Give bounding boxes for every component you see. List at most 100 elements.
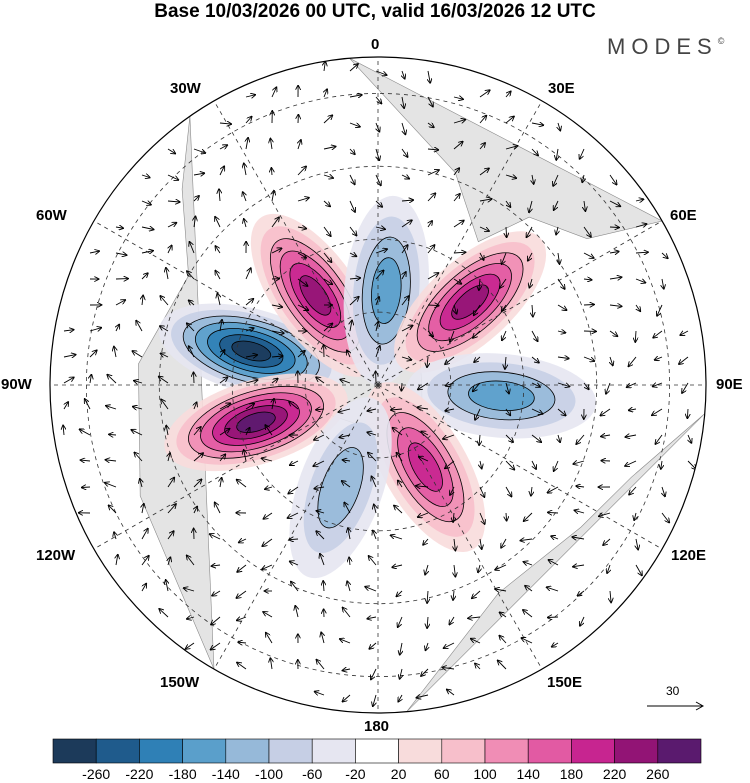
wind-arrow [85, 399, 91, 410]
wind-arrow [271, 87, 276, 98]
wind-arrow [245, 299, 253, 306]
wind-arrow [427, 305, 439, 306]
wind-arrow [194, 402, 197, 410]
wind-arrow [478, 564, 480, 572]
colorbar-swatch [52, 738, 97, 764]
wind-arrow [160, 296, 169, 306]
wind-arrow [289, 402, 299, 410]
wind-arrow [219, 123, 231, 124]
wind-arrow [454, 564, 455, 577]
wind-arrow [661, 512, 669, 523]
wind-arrow [219, 166, 224, 176]
wind-arrow [271, 331, 284, 333]
wind-arrow [573, 565, 585, 567]
wind-arrow [655, 357, 663, 360]
wind-arrow [211, 616, 221, 625]
wind-arrow [243, 192, 246, 202]
wind-arrow [106, 460, 117, 461]
wind-arrow [187, 617, 195, 619]
wind-arrow [132, 351, 143, 358]
wind-arrow [610, 590, 611, 602]
wind-arrow [505, 146, 518, 149]
wind-arrow [627, 382, 637, 387]
wind-arrow [610, 356, 613, 365]
wind-arrow [479, 168, 489, 176]
wind-arrow [473, 382, 481, 391]
wind-arrow [576, 486, 585, 487]
wind-arrow [349, 174, 355, 184]
wind-arrow [653, 330, 663, 338]
wind-arrow [167, 148, 175, 154]
lon-label-60e: 60E [670, 207, 697, 224]
wind-arrow [474, 304, 481, 315]
wind-arrow [557, 408, 566, 416]
wind-arrow [215, 271, 221, 280]
wind-arrow [167, 478, 174, 488]
wind-arrow [245, 95, 255, 97]
wind-arrow [554, 460, 559, 471]
wind-arrow [391, 409, 403, 410]
wind-arrow [609, 227, 619, 228]
wind-arrow [323, 226, 331, 236]
wind-arrow [375, 227, 385, 229]
wind-arrow [167, 174, 178, 180]
wind-arrow [600, 408, 611, 416]
wind-arrow [187, 556, 195, 566]
wind-arrow [416, 695, 429, 698]
wind-arrow [401, 326, 413, 332]
wind-arrow [453, 97, 463, 99]
wind-arrow [376, 122, 379, 132]
wind-arrow [479, 434, 480, 445]
wind-arrow [244, 450, 246, 462]
colorbar-tick-label: 180 [560, 766, 584, 782]
wind-arrow [687, 460, 696, 469]
wind-arrow [90, 375, 91, 384]
colorbar-swatch [355, 738, 399, 764]
wind-arrow [349, 253, 356, 256]
wind-vectors [63, 62, 696, 707]
wind-arrow [344, 503, 351, 514]
wind-arrow [445, 356, 455, 364]
wind-arrow [552, 643, 559, 647]
wind-arrow [444, 642, 455, 648]
wind-arrow [472, 590, 481, 598]
wind-arrow [245, 117, 252, 124]
wind-arrow [473, 330, 481, 338]
wind-arrow [557, 357, 569, 359]
wind-arrow [376, 297, 379, 306]
wind-arrow [553, 174, 559, 186]
wind-arrow [601, 435, 611, 437]
wind-arrow [316, 377, 325, 384]
wind-arrow [584, 200, 585, 211]
wind-arrow [375, 70, 387, 75]
wind-arrow [454, 304, 457, 314]
reference-vector: 30 [640, 684, 710, 714]
wind-arrow [324, 89, 327, 98]
wind-arrow [343, 669, 351, 671]
wind-arrow [349, 558, 350, 566]
colorbar-tick-label: 100 [473, 766, 497, 782]
wind-arrow [506, 408, 510, 415]
wind-arrow [184, 588, 195, 591]
wind-arrow [168, 557, 170, 566]
anomaly-contour [317, 447, 364, 529]
wind-arrow [215, 217, 221, 228]
wind-arrow [583, 279, 592, 280]
wind-arrow [237, 617, 247, 620]
wind-arrow [316, 409, 325, 410]
wind-arrow [271, 248, 282, 254]
wind-arrow [237, 564, 247, 572]
wind-arrow [272, 191, 274, 202]
wind-arrow [427, 123, 434, 127]
wind-arrow [426, 642, 429, 650]
land-area [406, 413, 706, 713]
wind-arrow [289, 539, 299, 540]
wind-arrow [479, 199, 492, 201]
wind-arrow [401, 296, 409, 306]
wind-arrow [323, 252, 332, 262]
wind-arrow [453, 194, 460, 202]
wind-arrow [349, 148, 355, 154]
wind-arrow [401, 382, 402, 391]
colorbar-swatch [268, 738, 313, 764]
wind-arrow [262, 564, 273, 569]
